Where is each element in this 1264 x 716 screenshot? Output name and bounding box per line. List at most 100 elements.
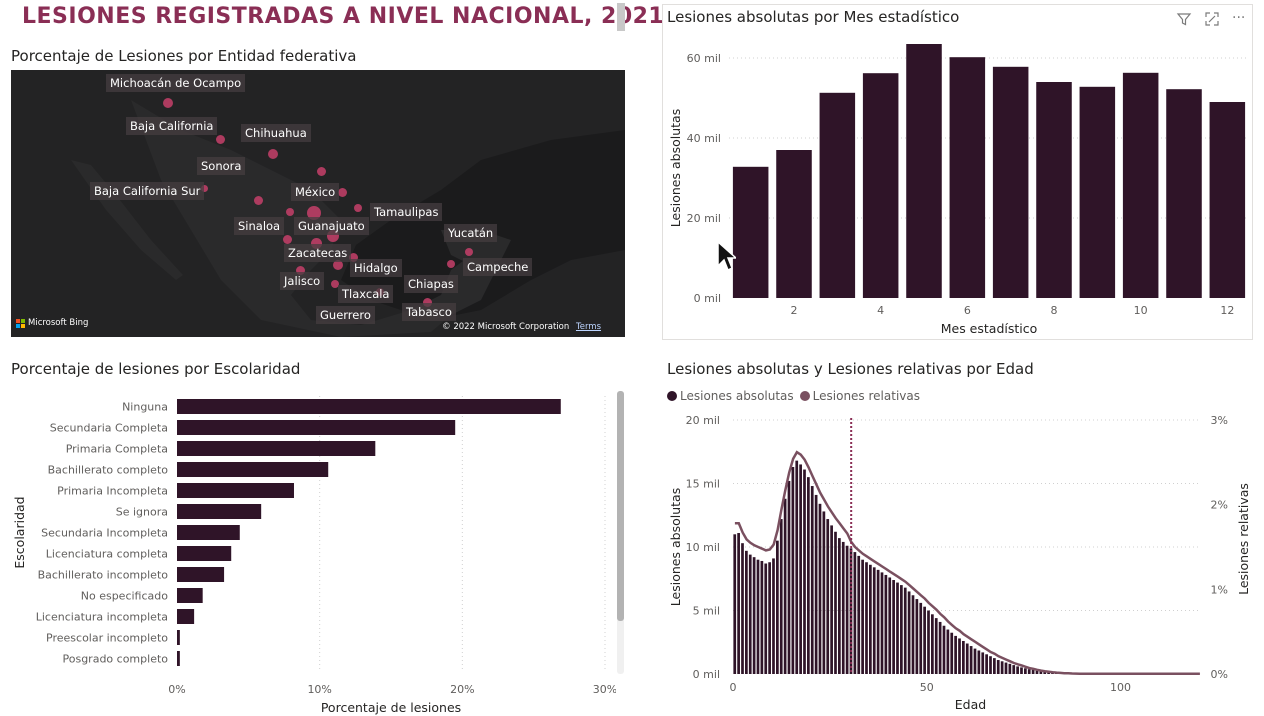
age-bar[interactable] [1035, 670, 1039, 674]
map-bubble[interactable] [254, 196, 263, 205]
map-bubble[interactable] [317, 167, 326, 176]
age-bar[interactable] [923, 606, 926, 674]
map-bubble[interactable] [331, 280, 339, 288]
age-bar[interactable] [810, 486, 814, 674]
legend-item-absolutas[interactable]: Lesiones absolutas [667, 389, 794, 403]
age-bar[interactable] [861, 559, 864, 674]
school-bar[interactable] [177, 399, 561, 414]
age-bar[interactable] [993, 658, 996, 674]
age-bar[interactable] [783, 498, 787, 674]
age-bar[interactable] [1031, 669, 1035, 674]
map-bubble[interactable] [307, 206, 321, 220]
age-bar[interactable] [903, 587, 907, 674]
age-bar[interactable] [907, 591, 911, 674]
school-bar[interactable] [177, 420, 456, 435]
map-bubble[interactable] [447, 260, 455, 268]
map-bubble[interactable] [163, 98, 173, 108]
school-bar[interactable] [177, 546, 232, 561]
more-options-icon[interactable]: ··· [1232, 10, 1246, 26]
age-bar[interactable] [741, 543, 744, 674]
school-bar[interactable] [177, 651, 180, 666]
age-bar[interactable] [1027, 669, 1031, 674]
map-bubble[interactable] [423, 298, 432, 307]
month-bar[interactable] [732, 166, 769, 298]
age-bar[interactable] [989, 656, 992, 674]
map-bubble[interactable] [349, 253, 358, 262]
age-bar[interactable] [965, 643, 969, 674]
age-bar[interactable] [772, 558, 775, 674]
age-bar[interactable] [880, 572, 884, 674]
age-bar[interactable] [950, 632, 954, 674]
age-bar[interactable] [1008, 663, 1012, 674]
school-bar[interactable] [177, 525, 240, 540]
age-bar[interactable] [830, 525, 833, 674]
age-bar[interactable] [748, 554, 752, 674]
map-bubble[interactable] [333, 260, 343, 270]
map-bubble[interactable] [283, 235, 292, 244]
school-bar[interactable] [177, 609, 195, 624]
age-bar[interactable] [981, 652, 985, 674]
age-bar[interactable] [1047, 672, 1050, 674]
age-bar[interactable] [795, 460, 799, 674]
month-bar[interactable] [1036, 82, 1072, 298]
age-bar[interactable] [733, 534, 737, 674]
age-bar[interactable] [799, 464, 802, 674]
month-bar[interactable] [906, 44, 942, 298]
age-bar[interactable] [931, 614, 934, 674]
age-bar[interactable] [764, 563, 768, 674]
age-bar[interactable] [954, 635, 957, 674]
age-bar[interactable] [934, 618, 938, 674]
month-bar-chart[interactable]: 0 mil 20 mil 40 mil 60 mil 2 4 6 8 10 12 Mes estad… [663, 30, 1253, 340]
age-bar[interactable] [853, 552, 857, 674]
school-bar[interactable] [177, 504, 262, 519]
age-bar[interactable] [1004, 662, 1008, 674]
map-bubble[interactable] [268, 149, 278, 159]
age-bar[interactable] [818, 503, 822, 674]
age-bar[interactable] [1039, 671, 1043, 674]
map-bubble[interactable] [296, 266, 305, 275]
age-bar[interactable] [872, 567, 876, 674]
age-bar[interactable] [919, 602, 923, 674]
age-bar[interactable] [776, 540, 779, 674]
age-bar[interactable] [807, 477, 810, 674]
month-bar[interactable] [992, 66, 1029, 298]
school-bar-chart[interactable]: Ninguna Secundaria Completa Primaria Compl… [0, 388, 616, 716]
age-bar[interactable] [938, 621, 942, 674]
age-bar[interactable] [1000, 661, 1004, 674]
age-bar[interactable] [985, 654, 988, 674]
map-bubble[interactable] [286, 208, 294, 216]
month-chart-card[interactable] [662, 4, 1253, 340]
school-bar[interactable] [177, 630, 180, 645]
age-bar[interactable] [911, 595, 915, 674]
legend-item-relativas[interactable]: Lesiones relativas [799, 389, 920, 403]
age-bar[interactable] [1043, 671, 1047, 674]
age-bar[interactable] [745, 550, 748, 674]
age-bar[interactable] [1012, 665, 1016, 674]
terms-link[interactable]: Terms [575, 322, 601, 332]
age-bar[interactable] [814, 494, 818, 674]
map-bubble[interactable] [338, 188, 347, 197]
map-visual[interactable]: Michoacán de Ocampo Baja California Chih… [11, 70, 625, 337]
school-bar[interactable] [177, 567, 225, 582]
month-bar[interactable] [1209, 102, 1246, 298]
age-bar[interactable] [834, 531, 837, 674]
age-bar[interactable] [803, 469, 806, 674]
month-bar[interactable] [819, 92, 856, 298]
age-bar[interactable] [1016, 666, 1019, 674]
month-bar[interactable] [949, 57, 986, 299]
age-bar[interactable] [760, 560, 764, 674]
scrollbar-thumb[interactable] [617, 391, 624, 621]
age-bar[interactable] [977, 650, 981, 674]
age-bar[interactable] [845, 545, 849, 674]
month-bar[interactable] [1079, 86, 1116, 298]
age-bar[interactable] [737, 533, 740, 674]
map-bubble[interactable] [354, 204, 362, 212]
age-bar[interactable] [900, 585, 903, 674]
school-bar[interactable] [177, 462, 329, 477]
age-bar[interactable] [779, 519, 783, 674]
age-bar[interactable] [752, 557, 756, 674]
age-bar[interactable] [756, 559, 760, 674]
map-bubble[interactable] [201, 185, 208, 192]
age-bar[interactable] [942, 625, 946, 674]
month-bar[interactable] [776, 150, 812, 298]
